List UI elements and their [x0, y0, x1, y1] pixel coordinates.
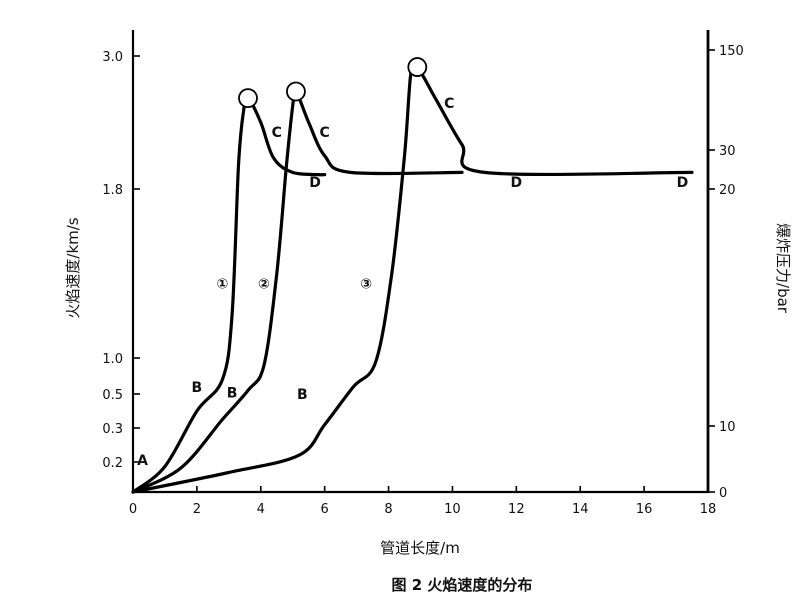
x-tick-label: 0 [129, 502, 137, 517]
point-label: ② [258, 276, 270, 292]
y2-tick-label: 20 [719, 183, 736, 198]
figure-caption: 图 2 火焰速度的分布 [392, 576, 533, 594]
y2-tick-label: 0 [719, 486, 727, 501]
point-label: ③ [360, 276, 372, 292]
point-label: C [272, 125, 282, 141]
y-tick-label: 0.2 [102, 456, 123, 471]
point-label: A [137, 453, 148, 469]
point-label: D [511, 175, 523, 191]
x-tick-label: 10 [444, 502, 461, 517]
peak-marker-3 [407, 57, 428, 77]
x-tick-label: 12 [508, 502, 525, 517]
point-label: C [444, 96, 454, 112]
point-label: B [192, 380, 203, 396]
peak-marker-1 [238, 88, 258, 109]
point-label: D [677, 175, 689, 191]
x-axis-label: 管道长度/m [380, 539, 460, 557]
tick-marks: 0 2 4 6 8 10 12 14 16 18 0.2 0.3 0.5 1.0 1.8 3.0 0 10 20 30… [102, 44, 744, 517]
y-tick-label: 3.0 [102, 50, 123, 65]
series-layer [131, 57, 694, 494]
y-tick-label: 1.8 [102, 183, 123, 198]
x-tick-label: 8 [384, 502, 392, 517]
x-tick-label: 4 [257, 502, 265, 517]
y2-axis-label: 爆炸压力/bar [774, 223, 792, 314]
point-label: C [320, 125, 330, 141]
x-tick-label: 6 [321, 502, 329, 517]
axes [131, 30, 710, 494]
y-tick-label: 1.0 [102, 352, 123, 367]
point-label: D [309, 175, 321, 191]
x-tick-label: 2 [193, 502, 201, 517]
peak-marker-2 [286, 81, 306, 102]
point-label: ① [217, 276, 229, 292]
y2-tick-label: 30 [719, 144, 736, 159]
x-tick-label: 16 [636, 502, 653, 517]
y-tick-label: 0.3 [102, 422, 123, 437]
annotation-layer: A B B B C C C D D D ① ② ③ [137, 96, 688, 469]
point-label: B [297, 387, 308, 403]
y-axis-label: 火焰速度/km/s [64, 217, 82, 318]
series-line-2 [131, 89, 464, 494]
series-line-1 [131, 96, 327, 494]
x-tick-label: 14 [572, 502, 589, 517]
x-tick-label: 18 [700, 502, 717, 517]
y2-tick-label: 10 [719, 420, 736, 435]
y2-tick-label: 150 [719, 44, 744, 59]
y-tick-label: 0.5 [102, 388, 123, 403]
point-label: B [227, 385, 238, 401]
series-line-3 [131, 60, 694, 494]
